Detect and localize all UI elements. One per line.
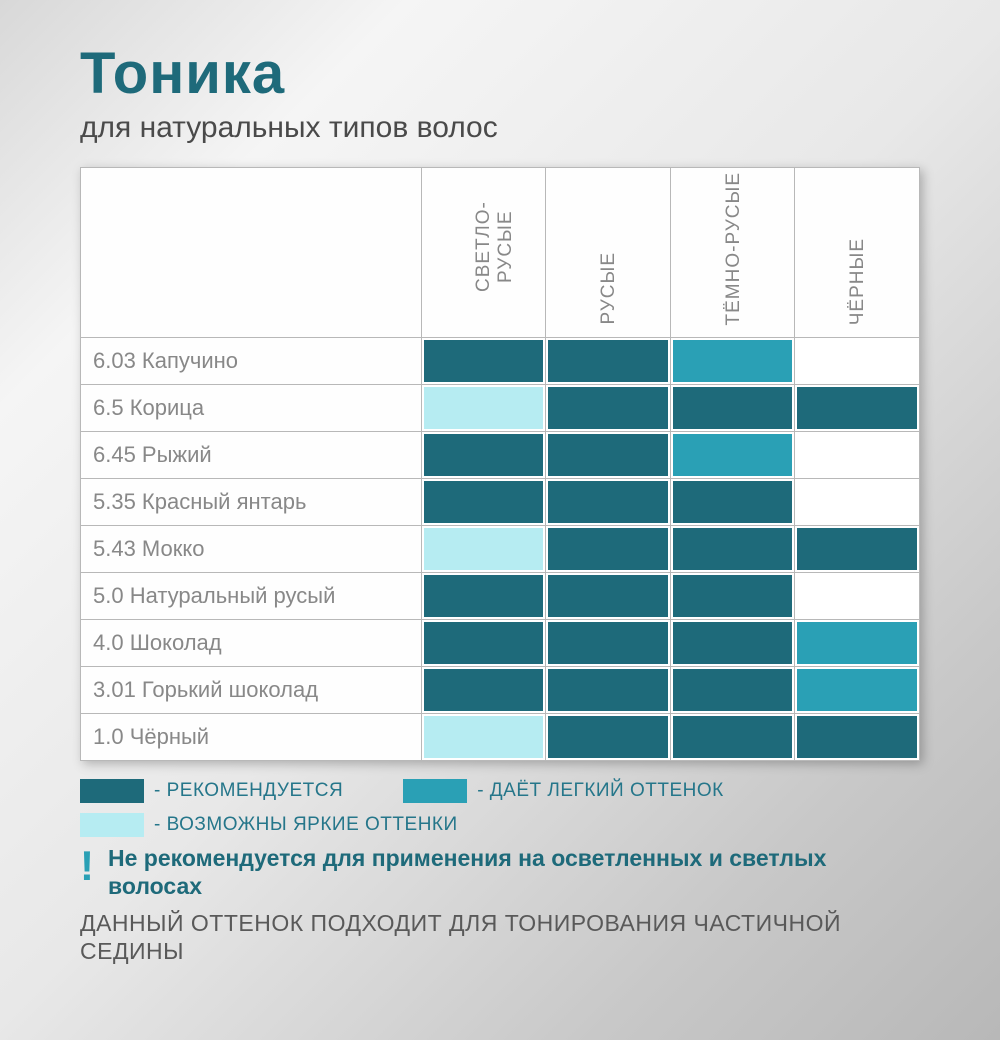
cell	[670, 667, 795, 714]
legend-swatch	[403, 779, 467, 803]
cell	[795, 385, 920, 432]
column-header-label: СВЕТЛО-РУСЫЕ	[473, 168, 517, 325]
legend-label: - ДАЁТ ЛЕГКИЙ ОТТЕНОК	[477, 780, 724, 802]
column-header-label: РУСЫЕ	[598, 252, 620, 325]
cell	[670, 385, 795, 432]
cell	[546, 338, 671, 385]
cell	[546, 526, 671, 573]
cell	[546, 385, 671, 432]
cell	[421, 385, 546, 432]
exclamation-icon: !	[80, 845, 94, 887]
cell	[795, 526, 920, 573]
cell	[795, 714, 920, 761]
cell	[546, 479, 671, 526]
table-row: 4.0 Шоколад	[81, 620, 920, 667]
legend-label: - РЕКОМЕНДУЕТСЯ	[154, 780, 343, 802]
compatibility-table: СВЕТЛО-РУСЫЕ РУСЫЕ ТЁМНО-РУСЫЕ ЧЁРНЫЕ 6.03 …	[80, 167, 920, 761]
cell	[670, 620, 795, 667]
table-corner	[81, 168, 422, 338]
column-header: РУСЫЕ	[546, 168, 671, 338]
cell	[795, 432, 920, 479]
column-header-label: ЧЁРНЫЕ	[847, 238, 869, 325]
legend: - РЕКОМЕНДУЕТСЯ - ДАЁТ ЛЕГКИЙ ОТТЕНОК - ВО…	[80, 779, 920, 837]
cell	[546, 573, 671, 620]
cell	[546, 714, 671, 761]
cell	[670, 338, 795, 385]
subtitle: для натуральных типов волос	[80, 111, 920, 145]
cell	[421, 714, 546, 761]
table-row: 3.01 Горький шоколад	[81, 667, 920, 714]
cell	[795, 667, 920, 714]
cell	[670, 714, 795, 761]
cell	[795, 620, 920, 667]
table-row: 1.0 Чёрный	[81, 714, 920, 761]
legend-item: - ВОЗМОЖНЫ ЯРКИЕ ОТТЕНКИ	[80, 813, 458, 837]
warning-text: Не рекомендуется для применения на освет…	[108, 845, 920, 900]
cell	[546, 620, 671, 667]
row-label: 6.45 Рыжий	[81, 432, 422, 479]
row-label: 6.5 Корица	[81, 385, 422, 432]
legend-item: - ДАЁТ ЛЕГКИЙ ОТТЕНОК	[403, 779, 724, 803]
column-header: ЧЁРНЫЕ	[795, 168, 920, 338]
column-header: СВЕТЛО-РУСЫЕ	[421, 168, 546, 338]
column-header-label: ТЁМНО-РУСЫЕ	[723, 172, 745, 325]
cell	[795, 338, 920, 385]
table-row: 6.03 Капучино	[81, 338, 920, 385]
row-label: 5.43 Мокко	[81, 526, 422, 573]
cell	[421, 338, 546, 385]
table-row: 5.0 Натуральный русый	[81, 573, 920, 620]
legend-item: - РЕКОМЕНДУЕТСЯ	[80, 779, 343, 803]
legend-label: - ВОЗМОЖНЫ ЯРКИЕ ОТТЕНКИ	[154, 814, 458, 836]
title: Тоника	[80, 40, 920, 107]
row-label: 3.01 Горький шоколад	[81, 667, 422, 714]
column-header: ТЁМНО-РУСЫЕ	[670, 168, 795, 338]
table-row: 6.5 Корица	[81, 385, 920, 432]
cell	[546, 432, 671, 479]
row-label: 5.0 Натуральный русый	[81, 573, 422, 620]
cell	[670, 526, 795, 573]
table-row: 5.35 Красный янтарь	[81, 479, 920, 526]
row-label: 6.03 Капучино	[81, 338, 422, 385]
cell	[795, 573, 920, 620]
row-label: 1.0 Чёрный	[81, 714, 422, 761]
product-card: Тоника для натуральных типов волос СВЕТЛ…	[80, 40, 920, 965]
cell	[421, 479, 546, 526]
warning-block: ! Не рекомендуется для применения на осв…	[80, 845, 920, 900]
table-row: 6.45 Рыжий	[81, 432, 920, 479]
cell	[421, 667, 546, 714]
row-label: 4.0 Шоколад	[81, 620, 422, 667]
legend-swatch	[80, 779, 144, 803]
cell	[421, 620, 546, 667]
cell	[670, 573, 795, 620]
footer-note: ДАННЫЙ ОТТЕНОК ПОДХОДИТ ДЛЯ ТОНИРОВАНИЯ …	[80, 910, 920, 965]
cell	[421, 526, 546, 573]
cell	[795, 479, 920, 526]
cell	[670, 479, 795, 526]
cell	[546, 667, 671, 714]
cell	[421, 432, 546, 479]
legend-swatch	[80, 813, 144, 837]
row-label: 5.35 Красный янтарь	[81, 479, 422, 526]
cell	[670, 432, 795, 479]
table-row: 5.43 Мокко	[81, 526, 920, 573]
cell	[421, 573, 546, 620]
